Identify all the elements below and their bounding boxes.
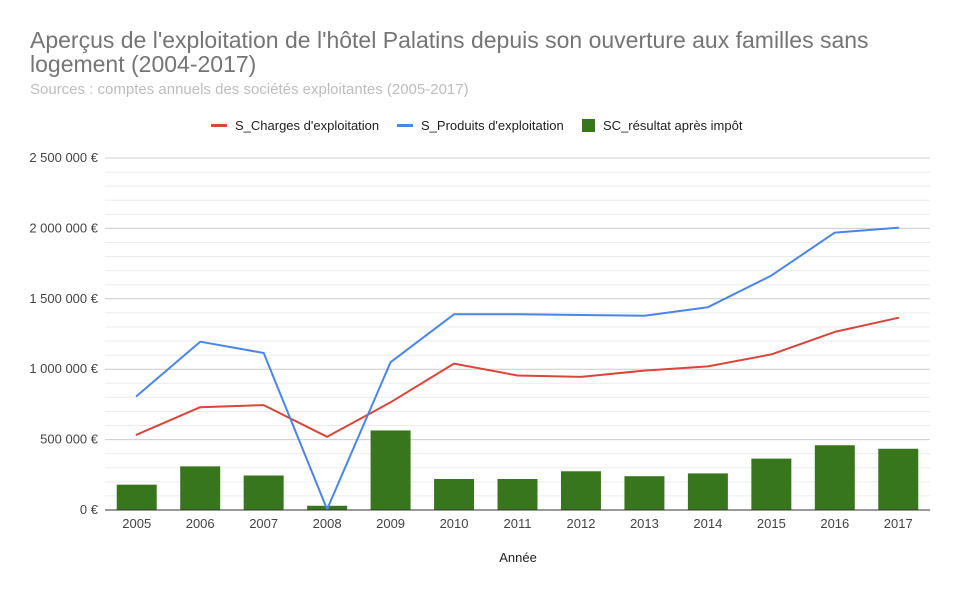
chart-title: Aperçus de l'exploitation de l'hôtel Pal… [30,27,869,77]
bar-2015[interactable] [751,458,792,510]
legend-swatch-charges [211,123,227,127]
legend-swatch-resultat [582,118,595,132]
legend-item-produits[interactable]: S_Produits d'exploitation [397,116,564,134]
legend-item-resultat[interactable]: SC_résultat après impôt [582,116,742,134]
legend: S_Charges d'exploitation S_Produits d'ex… [0,116,960,134]
x-tick-label: 2016 [820,516,849,531]
legend-label-resultat: SC_résultat après impôt [603,117,743,133]
bar-series-resultat [116,430,919,510]
gridlines [105,157,930,497]
y-tick-label: 2 500 000 € [29,150,98,165]
bar-2017[interactable] [878,448,919,510]
line-series-produits[interactable] [135,226,900,511]
bar-2005[interactable] [116,484,157,510]
line-series-charges[interactable] [135,316,900,438]
y-tick-label: 500 000 € [40,432,99,447]
x-tick-label: 2012 [567,516,596,531]
y-axis-ticks: 0 € 500 000 € 1 000 000 € 1 500 000 € 2 000 … [29,150,98,517]
bar-2006[interactable] [180,466,221,510]
line-series [135,226,900,511]
bar-2012[interactable] [560,471,601,510]
y-tick-label: 1 500 000 € [29,291,98,306]
x-tick-label: 2007 [249,516,278,531]
bar-2007[interactable] [243,475,284,510]
y-tick-label: 1 000 000 € [29,361,98,376]
x-tick-label: 2014 [693,516,722,531]
legend-item-charges[interactable]: S_Charges d'exploitation [211,116,379,134]
x-tick-label: 2009 [376,516,405,531]
legend-label-produits: S_Produits d'exploitation [421,117,564,133]
x-axis-title: Année [499,550,537,565]
x-tick-label: 2013 [630,516,659,531]
x-tick-label: 2006 [186,516,215,531]
bar-2009[interactable] [370,430,411,510]
bar-2016[interactable] [814,445,855,510]
y-tick-label: 0 € [80,502,99,517]
bar-2013[interactable] [624,476,665,510]
x-tick-label: 2008 [313,516,342,531]
y-tick-label: 2 000 000 € [29,220,98,235]
bar-2011[interactable] [497,479,538,510]
x-tick-label: 2010 [440,516,469,531]
bar-2014[interactable] [687,473,728,510]
x-tick-label: 2005 [122,516,151,531]
x-axis-ticks: 2005 2006 2007 2008 2009 2010 2011 2012 2013 2014… [122,516,912,531]
x-tick-label: 2017 [884,516,913,531]
x-tick-label: 2015 [757,516,786,531]
bar-2010[interactable] [434,479,475,510]
legend-label-charges: S_Charges d'exploitation [235,117,380,133]
chart-subtitle: Sources : comptes annuels des sociétés e… [30,81,469,98]
x-tick-label: 2011 [504,516,532,531]
legend-swatch-produits [397,123,413,127]
